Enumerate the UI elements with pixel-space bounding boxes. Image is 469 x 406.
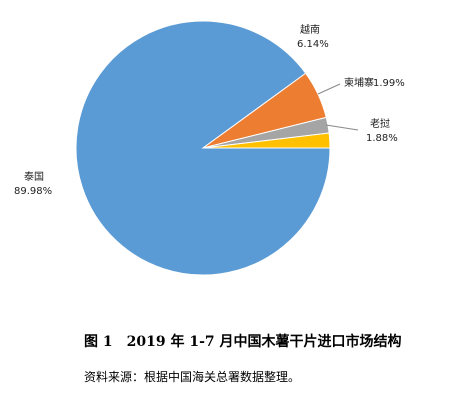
slice-label: 泰国 <box>24 170 44 183</box>
pie-slice <box>202 132 331 149</box>
chart-title: 图 1 2019 年 1-7 月中国木薯干片进口市场结构 <box>84 333 402 350</box>
slice-label: 老挝 <box>370 117 390 130</box>
source-note: 资料来源：根据中国海关总署数据整理。 <box>84 369 300 384</box>
slice-label: 越南 <box>300 23 320 36</box>
value-label: 6.14% <box>297 39 329 50</box>
leader-line <box>325 124 359 131</box>
value-label: 1.99% <box>373 78 405 89</box>
leader-line <box>317 83 341 95</box>
value-label: 89.98% <box>14 186 52 197</box>
value-label: 1.88% <box>366 133 398 144</box>
slice-label: 柬埔寨 <box>344 76 374 89</box>
